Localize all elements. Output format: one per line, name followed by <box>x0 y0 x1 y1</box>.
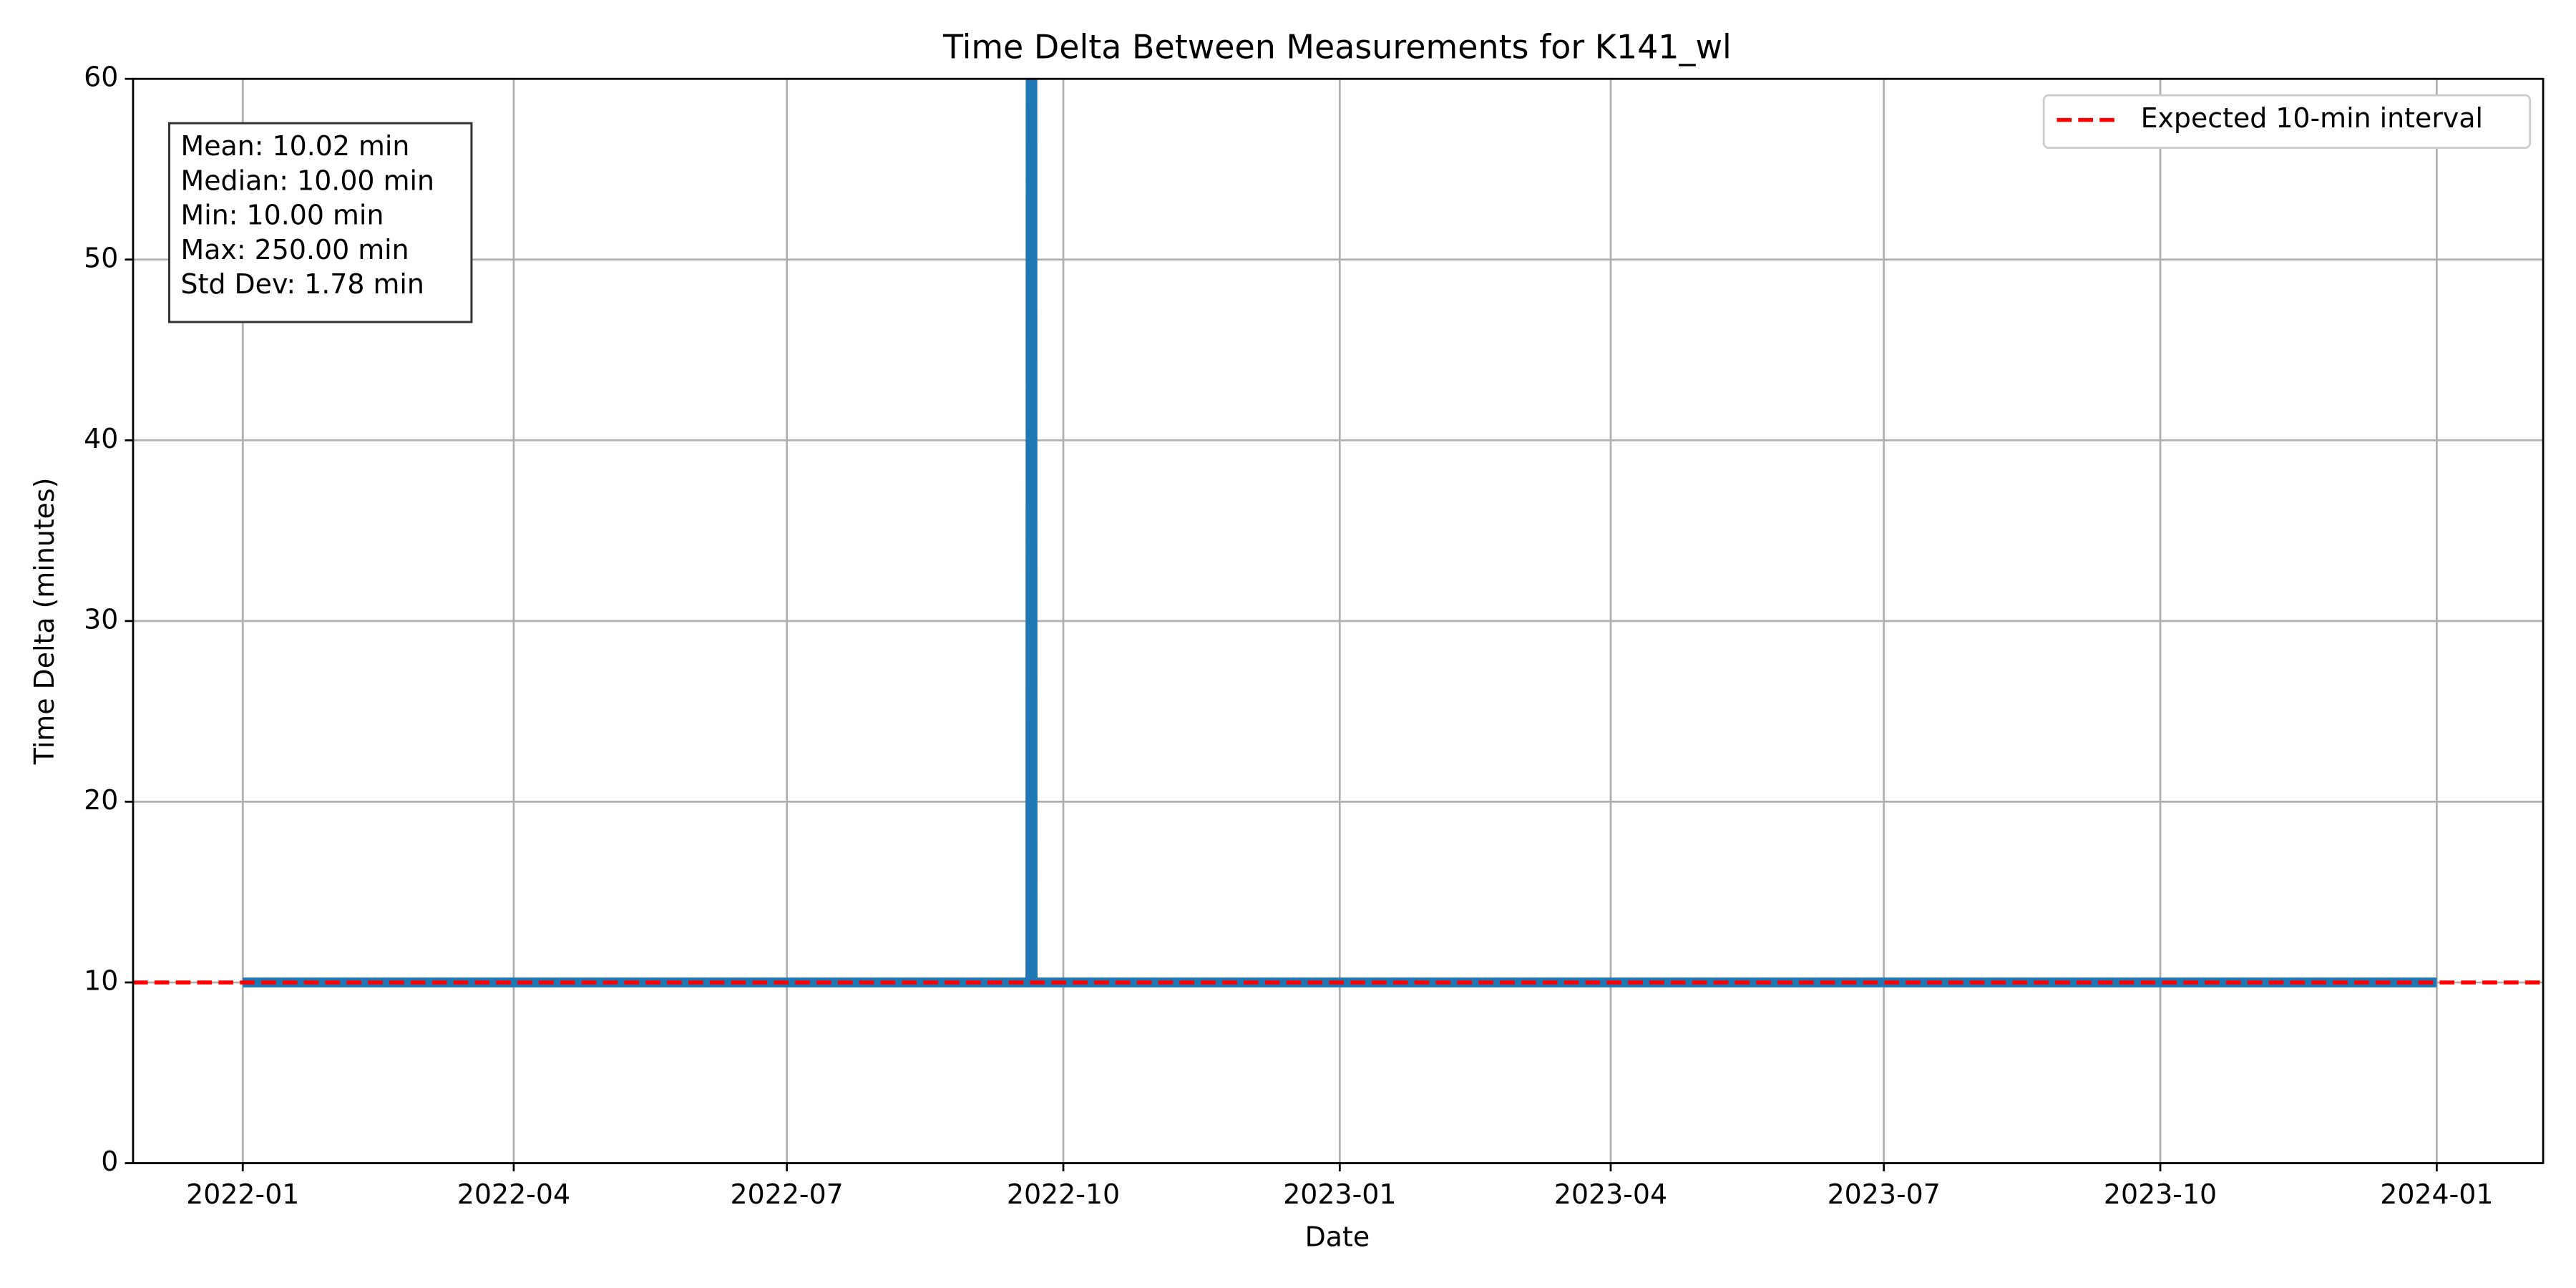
annotation-text: Max: 250.00 min <box>181 234 409 265</box>
annotation-text: Min: 10.00 min <box>181 200 384 231</box>
x-tick-label: 2022-07 <box>731 1179 844 1210</box>
y-tick-label: 10 <box>84 965 118 996</box>
ticks: 0 10 20 30 40 50 60 2022-01 2022-04 2022-07 2022-1… <box>84 62 2493 1210</box>
annotation-box <box>167 122 473 323</box>
legend-box <box>2042 94 2532 150</box>
legend-label: Expected 10-min interval <box>2141 102 2483 134</box>
x-tick-label: 2023-10 <box>2104 1179 2217 1210</box>
x-tick-label: 2023-01 <box>1283 1179 1396 1210</box>
y-tick-label: 30 <box>84 603 118 635</box>
x-tick-label: 2023-04 <box>1554 1179 1667 1210</box>
y-tick-label: 60 <box>84 62 118 93</box>
x-tick-label: 2022-01 <box>186 1179 299 1210</box>
plot-area <box>132 79 2544 987</box>
y-tick-label: 0 <box>101 1146 118 1177</box>
y-tick-label: 50 <box>84 242 118 273</box>
x-tick-label: 2024-01 <box>2380 1179 2493 1210</box>
x-axis-label: Date <box>1305 1221 1370 1253</box>
annotation-text: Median: 10.00 min <box>181 165 434 196</box>
x-tick-label: 2022-10 <box>1007 1179 1120 1210</box>
annotation-text: Std Dev: 1.78 min <box>181 268 424 300</box>
annotation-text: Mean: 10.02 min <box>181 130 410 162</box>
y-tick-label: 40 <box>84 423 118 454</box>
y-axis-label: Time Delta (minutes) <box>29 478 60 766</box>
chart-title: Time Delta Between Measurements for K141… <box>942 27 1732 66</box>
y-tick-label: 20 <box>84 784 118 816</box>
x-tick-label: 2022-04 <box>457 1179 570 1210</box>
x-tick-label: 2023-07 <box>1828 1179 1941 1210</box>
